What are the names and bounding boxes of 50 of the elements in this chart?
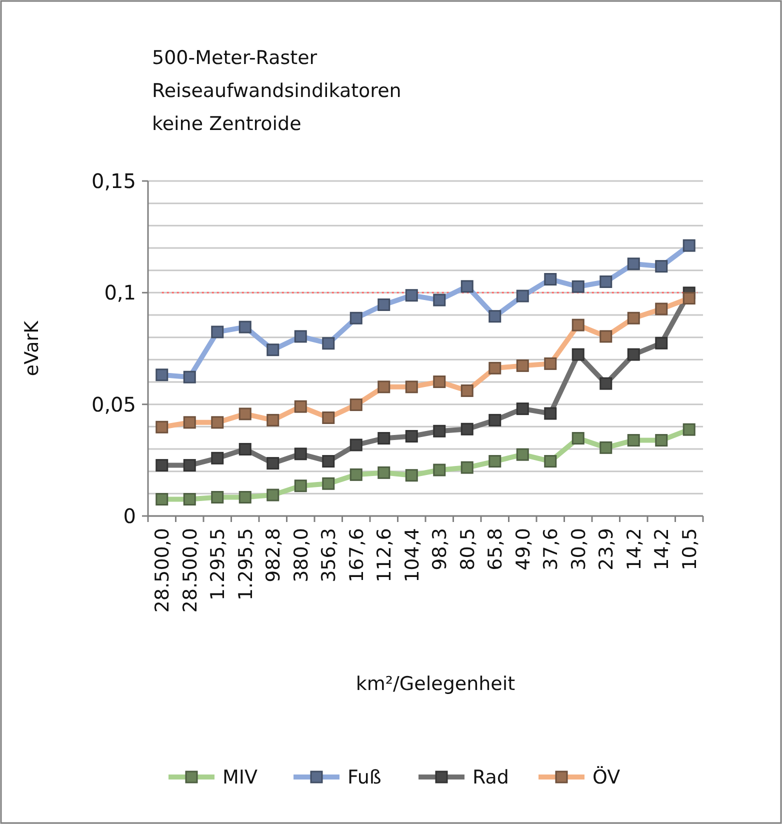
x-tick-label: 65,8 [484, 528, 507, 570]
point [544, 407, 557, 420]
x-tick-label: 356,3 [318, 528, 340, 582]
point [183, 459, 196, 472]
point [322, 455, 335, 468]
x-tick-label: 28.500,0 [179, 528, 202, 613]
y-tick-label: 0,15 [91, 169, 136, 193]
x-tick-label: 28.500,0 [152, 528, 174, 613]
x-tick-label: 1.295,5 [207, 528, 230, 601]
x-tick-label: 14,2 [651, 528, 674, 570]
legend-label: Fuß [348, 766, 382, 789]
point [600, 377, 612, 390]
point [156, 459, 168, 472]
legend-label: Rad [472, 766, 509, 789]
x-tick-label: 112,6 [374, 528, 396, 582]
point [211, 452, 224, 464]
x-tick-label: 167,6 [346, 528, 368, 582]
point [378, 432, 390, 445]
point [488, 414, 502, 426]
x-tick-label: 14,2 [623, 528, 646, 570]
x-tick-label: 80,5 [456, 528, 479, 570]
point [655, 336, 668, 350]
x-tick-label: 30,0 [568, 528, 590, 570]
point [294, 448, 307, 460]
y-axis-title: eVarK [21, 320, 43, 376]
x-tick-label: 49,0 [512, 528, 534, 570]
point [627, 348, 640, 361]
x-tick-label: 1.295,5 [234, 528, 257, 601]
point [266, 457, 280, 470]
legend-label: ÖV [592, 766, 620, 789]
x-tick-label: 104,4 [401, 528, 424, 582]
point [460, 422, 474, 436]
legend-label: MIV [222, 766, 258, 789]
point [516, 402, 529, 416]
x-tick-label: 37,6 [540, 528, 562, 570]
point [238, 442, 252, 456]
y-tick-label: 0,1 [104, 280, 136, 305]
x-tick-label: 982,8 [262, 528, 285, 582]
x-tick-label: 380,0 [290, 528, 312, 582]
point [572, 348, 584, 361]
point [433, 424, 446, 438]
point [350, 438, 362, 452]
x-tick-label: 23,9 [596, 528, 618, 570]
y-tick-label: 0 [123, 504, 136, 528]
point [405, 430, 418, 443]
x-axis-title: km²/Gelegenheit [356, 673, 516, 695]
x-tick-label: 10,5 [678, 528, 701, 570]
chart-title: 500-Meter-Raster Reiseaufwandsindikatoren keine Zentroide [152, 47, 402, 135]
x-tick-label: 98,3 [429, 528, 452, 570]
y-tick-label: 0,05 [91, 392, 136, 416]
